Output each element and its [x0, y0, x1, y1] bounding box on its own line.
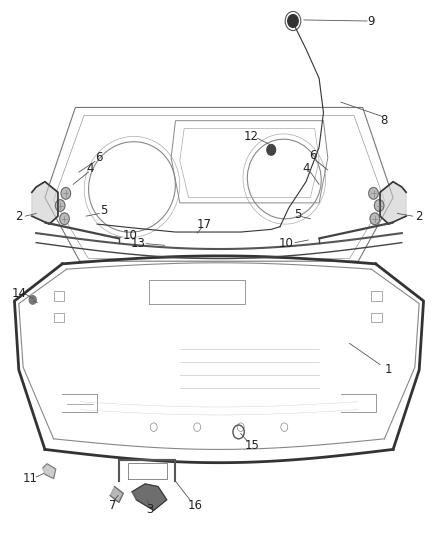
Text: 10: 10: [279, 237, 294, 250]
Text: 16: 16: [187, 498, 202, 512]
Polygon shape: [43, 464, 56, 479]
Text: 1: 1: [385, 364, 392, 376]
Text: 3: 3: [146, 503, 153, 516]
Text: 8: 8: [381, 114, 388, 127]
Circle shape: [55, 200, 65, 212]
Text: 6: 6: [309, 149, 316, 161]
Circle shape: [288, 14, 298, 27]
Polygon shape: [132, 484, 167, 511]
Text: 6: 6: [95, 151, 103, 164]
Text: 7: 7: [109, 498, 116, 512]
Text: 5: 5: [293, 208, 301, 221]
Text: 17: 17: [196, 217, 211, 231]
Circle shape: [29, 296, 36, 304]
Circle shape: [369, 188, 378, 199]
Text: 13: 13: [131, 237, 146, 250]
Text: 9: 9: [367, 15, 375, 28]
Circle shape: [374, 200, 384, 212]
Polygon shape: [110, 487, 123, 503]
Text: 4: 4: [302, 162, 310, 175]
Circle shape: [267, 144, 276, 155]
Text: 5: 5: [100, 204, 107, 217]
Text: 15: 15: [244, 439, 259, 451]
Circle shape: [60, 213, 69, 224]
Circle shape: [61, 188, 71, 199]
Text: 4: 4: [87, 162, 94, 175]
Text: 14: 14: [11, 287, 26, 300]
Text: 11: 11: [22, 472, 37, 485]
Circle shape: [370, 213, 380, 224]
Text: 2: 2: [416, 209, 423, 223]
Polygon shape: [32, 182, 58, 224]
Polygon shape: [380, 182, 406, 224]
Text: 2: 2: [15, 209, 22, 223]
Text: 10: 10: [122, 229, 137, 242]
Text: 12: 12: [244, 130, 259, 143]
